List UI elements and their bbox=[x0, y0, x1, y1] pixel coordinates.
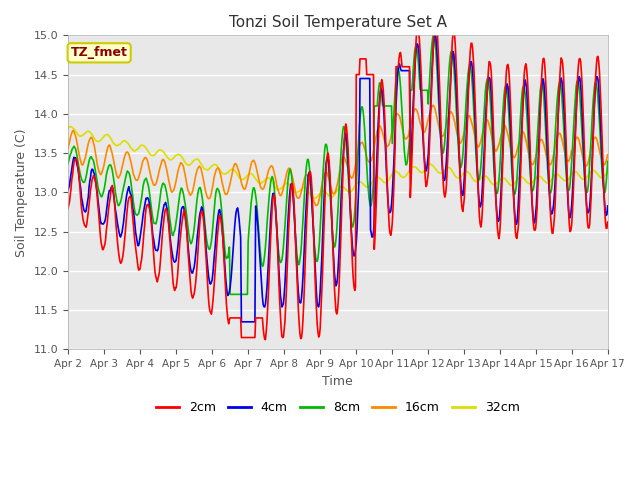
4cm bbox=[74, 165, 82, 170]
Line: 2cm: 2cm bbox=[68, 17, 608, 339]
Title: Tonzi Soil Temperature Set A: Tonzi Soil Temperature Set A bbox=[229, 15, 447, 30]
X-axis label: Time: Time bbox=[323, 374, 353, 387]
2cm bbox=[64, 205, 72, 211]
8cm bbox=[404, 152, 412, 158]
16cm bbox=[129, 171, 137, 177]
4cm bbox=[213, 224, 221, 230]
32cm bbox=[420, 168, 428, 173]
2cm bbox=[420, 146, 428, 152]
4cm bbox=[129, 208, 137, 214]
2cm bbox=[129, 220, 137, 226]
16cm bbox=[213, 166, 221, 172]
8cm bbox=[213, 186, 221, 192]
32cm bbox=[185, 162, 193, 168]
8cm bbox=[64, 161, 72, 167]
4cm bbox=[431, 32, 439, 37]
32cm bbox=[75, 132, 83, 138]
4cm bbox=[604, 203, 612, 209]
16cm bbox=[604, 152, 612, 157]
4cm bbox=[404, 68, 412, 73]
2cm bbox=[213, 245, 221, 251]
32cm bbox=[214, 163, 221, 169]
16cm bbox=[312, 203, 319, 208]
32cm bbox=[604, 169, 612, 175]
Line: 16cm: 16cm bbox=[68, 105, 608, 205]
Text: TZ_fmet: TZ_fmet bbox=[71, 47, 127, 60]
2cm bbox=[262, 336, 269, 342]
8cm bbox=[429, 32, 437, 38]
Line: 4cm: 4cm bbox=[68, 35, 608, 322]
32cm bbox=[67, 124, 74, 130]
4cm bbox=[420, 149, 428, 155]
4cm bbox=[237, 319, 245, 324]
2cm bbox=[604, 219, 612, 225]
32cm bbox=[310, 195, 318, 201]
4cm bbox=[184, 244, 192, 250]
Line: 32cm: 32cm bbox=[68, 127, 608, 198]
4cm bbox=[64, 188, 72, 193]
16cm bbox=[420, 130, 428, 135]
16cm bbox=[74, 144, 82, 150]
8cm bbox=[184, 226, 192, 231]
2cm bbox=[74, 163, 82, 168]
32cm bbox=[405, 168, 413, 174]
Line: 8cm: 8cm bbox=[68, 35, 608, 294]
Legend: 2cm, 4cm, 8cm, 16cm, 32cm: 2cm, 4cm, 8cm, 16cm, 32cm bbox=[151, 396, 525, 420]
32cm bbox=[64, 125, 72, 131]
16cm bbox=[404, 133, 412, 139]
8cm bbox=[420, 87, 428, 93]
2cm bbox=[432, 14, 440, 20]
8cm bbox=[604, 158, 612, 164]
16cm bbox=[184, 188, 192, 193]
16cm bbox=[64, 146, 72, 152]
8cm bbox=[129, 199, 137, 205]
16cm bbox=[429, 102, 436, 108]
2cm bbox=[184, 250, 192, 256]
2cm bbox=[404, 64, 412, 70]
8cm bbox=[227, 291, 234, 297]
Y-axis label: Soil Temperature (C): Soil Temperature (C) bbox=[15, 128, 28, 257]
8cm bbox=[74, 158, 82, 164]
32cm bbox=[130, 148, 138, 154]
